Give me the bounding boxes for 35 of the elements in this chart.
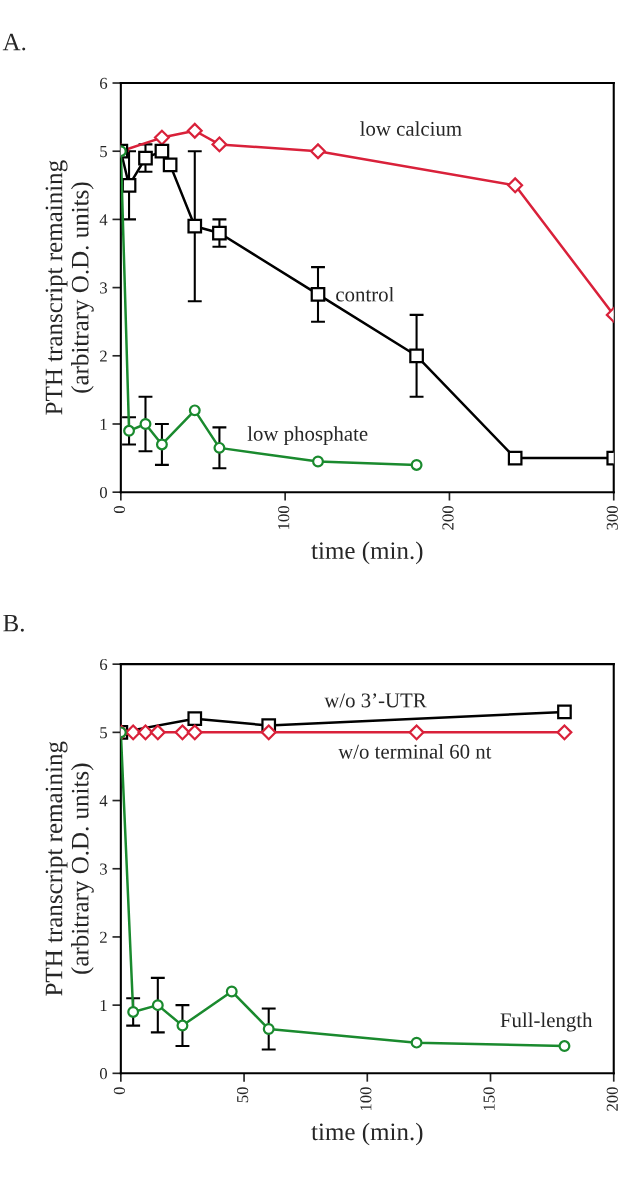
y-tick-label: 2 (100, 350, 107, 362)
y-axis-title: PTH transcript remaining (arbitrary O.D. units) (45, 741, 94, 996)
x-tick-label: 200 (442, 506, 454, 530)
y-tick-label: 6 (100, 77, 108, 89)
y-axis-title: PTH transcript remaining (arbitrary O.D. units) (45, 160, 94, 415)
series-label: Full-length (500, 1012, 593, 1032)
y-tick-label: 3 (100, 863, 107, 875)
chart-title: B. (3, 614, 24, 632)
y-tick-label: 0 (99, 486, 108, 499)
x-tick-label: 100 (360, 1087, 372, 1111)
x-tick-label: 300 (606, 506, 618, 530)
y-tick-label: 1 (100, 418, 107, 430)
x-axis-title: time (min.) (311, 541, 423, 565)
x-tick-label: 150 (483, 1087, 495, 1111)
y-tick-label: 5 (100, 146, 107, 158)
y-tick-label: 0 (99, 1068, 108, 1080)
y-tick-label: 4 (99, 214, 108, 226)
y-tick-label: 3 (100, 282, 107, 294)
series-label: low phosphate (247, 426, 368, 446)
chart-title: A. (2, 33, 26, 51)
series-label: low calcium (360, 121, 462, 136)
series-label: control (336, 286, 394, 302)
y-tick-label: 6 (100, 658, 108, 671)
series-label: w/o terminal 60 nt (338, 744, 492, 759)
x-tick-label: 50 (236, 1087, 249, 1103)
x-tick-label: 0 (113, 1087, 126, 1095)
y-tick-label: 4 (99, 795, 108, 807)
x-tick-label: 200 (606, 1087, 618, 1111)
x-tick-label: 100 (278, 506, 290, 529)
x-tick-label: 0 (113, 506, 126, 514)
y-tick-label: 1 (100, 999, 107, 1011)
y-tick-label: 5 (100, 727, 107, 739)
y-tick-label: 2 (100, 931, 107, 943)
x-axis-title: time (min.) (311, 1122, 423, 1146)
series-label: w/o 3’-UTR (324, 693, 427, 708)
